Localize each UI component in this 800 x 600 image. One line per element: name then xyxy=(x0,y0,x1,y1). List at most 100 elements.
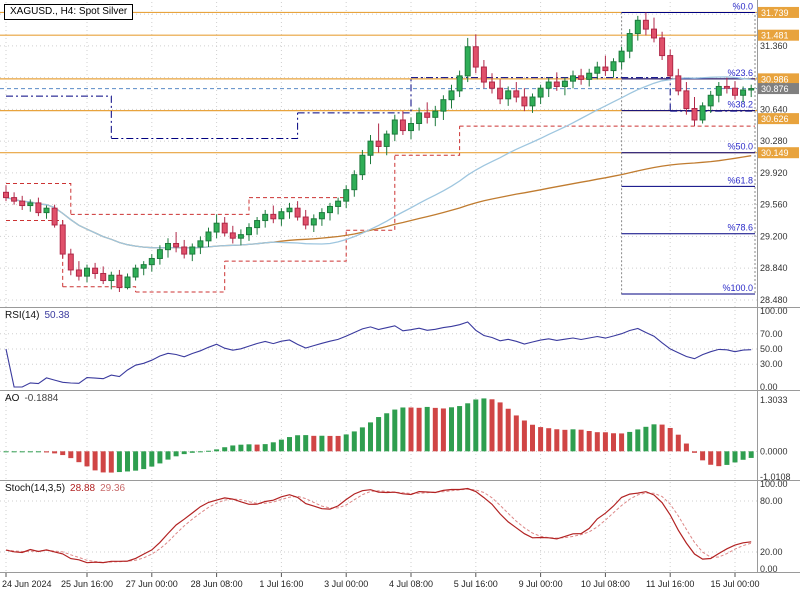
candle-body xyxy=(667,55,674,77)
candle-body xyxy=(124,276,131,289)
ao-bar xyxy=(376,417,382,452)
rsi-indicator-value: 50.38 xyxy=(44,310,70,321)
stoch-indicator-header: Stoch(14,3,5) 28.88 29.36 xyxy=(5,483,125,494)
candle-body xyxy=(197,240,204,248)
candle-body xyxy=(140,264,147,269)
ao-bar xyxy=(214,449,220,452)
rsi-indicator-header: RSI(14) 50.38 xyxy=(5,310,69,321)
ao-bar xyxy=(11,451,17,453)
candle-body xyxy=(578,75,585,80)
time-axis-label: 3 Jul 00:00 xyxy=(324,579,368,589)
ao-bar xyxy=(708,451,714,465)
price-axis-label: 28.480 xyxy=(760,295,788,305)
ao-bar xyxy=(295,435,301,452)
ao-bar xyxy=(530,424,535,452)
ao-bar xyxy=(667,427,673,452)
ao-bar xyxy=(594,432,600,452)
price-axis-label-box xyxy=(758,147,799,159)
candle-body xyxy=(610,61,617,72)
ao-bar xyxy=(351,431,357,452)
rsi-line xyxy=(5,321,752,388)
candle-body xyxy=(310,218,317,226)
price-axis-label: 29.200 xyxy=(760,231,788,241)
fibonacci-level-label: %38.2 xyxy=(727,100,753,110)
candle-body xyxy=(116,274,123,289)
ao-bar xyxy=(465,403,471,452)
price-axis-label-box xyxy=(758,6,799,18)
ao-bar xyxy=(125,451,130,472)
ao-bar xyxy=(133,451,139,471)
candle-body xyxy=(75,269,82,277)
price-axis-label: 30.986 xyxy=(761,74,789,84)
red-lower-step-line xyxy=(6,125,755,293)
time-axis: 24 Jun 2024 25 Jun 16:00 27 Jun 00:00 28 Ju… xyxy=(2,573,760,589)
ao-bar xyxy=(108,451,114,473)
ao-axis-label: -1.0108 xyxy=(760,472,791,482)
time-axis-label: 25 Jun 16:00 xyxy=(61,579,113,589)
price-axis-label: 30.626 xyxy=(761,114,789,124)
candle-body xyxy=(699,105,706,121)
candle-body xyxy=(343,189,350,202)
candle-body xyxy=(529,96,536,107)
stoch-axis-label: 80.00 xyxy=(760,496,783,506)
ao-bar xyxy=(60,451,66,456)
candle-body xyxy=(626,33,633,52)
candle-body xyxy=(391,119,398,135)
stoch-main-line xyxy=(5,487,752,564)
ao-bar xyxy=(3,451,9,453)
candle-body xyxy=(335,200,342,207)
symbol-label: XAGUSD., H4: Spot Silver xyxy=(4,4,134,20)
fibonacci-overlay[interactable]: %0.0 %23.6 %38.2 %50.0 %61.8 %78.6 %100.0 xyxy=(621,1,756,295)
time-axis-label: 5 Jul 16:00 xyxy=(454,579,498,589)
ao-bar xyxy=(481,398,487,452)
price-axis-label-box xyxy=(758,83,799,95)
candle-body xyxy=(132,267,139,278)
ao-bar xyxy=(327,435,333,452)
ao-bar xyxy=(659,424,665,452)
stoch-main-value: 28.88 xyxy=(70,483,96,494)
candlestick-series xyxy=(3,12,755,293)
candle-body xyxy=(675,75,682,92)
ao-bar xyxy=(303,435,309,452)
candle-body xyxy=(375,140,382,147)
rsi-indicator-name: RSI(14) xyxy=(5,310,40,321)
ao-bar xyxy=(157,451,163,464)
ao-bar xyxy=(278,439,284,452)
ao-bar xyxy=(489,399,495,452)
ao-bar xyxy=(716,451,722,467)
candle-body xyxy=(707,94,714,107)
candle-body xyxy=(189,246,196,255)
price-axis-label: 30.149 xyxy=(761,148,789,158)
candle-body xyxy=(521,96,528,107)
candle-body xyxy=(270,213,277,220)
candle-body xyxy=(67,253,74,271)
candle-body xyxy=(278,211,285,220)
ao-bar xyxy=(343,434,349,452)
ao-bar xyxy=(432,407,438,452)
ao-histogram xyxy=(3,398,754,473)
ao-bar xyxy=(611,433,616,452)
candle-body xyxy=(715,85,722,96)
candle-body xyxy=(294,207,301,218)
ao-bar xyxy=(116,451,122,473)
candle-body xyxy=(27,202,34,207)
candle-body xyxy=(424,112,431,118)
ao-bar xyxy=(562,429,568,452)
ao-bar xyxy=(359,427,365,452)
time-axis-label: 24 Jun 2024 xyxy=(2,579,52,589)
ao-indicator-header: AO -0.1884 xyxy=(5,393,58,404)
candle-body xyxy=(480,66,487,83)
ao-bar xyxy=(538,427,544,452)
ao-bar xyxy=(311,435,317,452)
ao-bar xyxy=(149,451,155,467)
stoch-axis-label: 0.00 xyxy=(760,564,778,574)
candle-body xyxy=(181,246,188,255)
red-upper-step-line xyxy=(6,182,347,215)
ao-bar xyxy=(287,437,292,452)
ao-bar xyxy=(408,407,414,452)
ao-bar xyxy=(368,422,373,452)
candle-body xyxy=(3,191,9,199)
